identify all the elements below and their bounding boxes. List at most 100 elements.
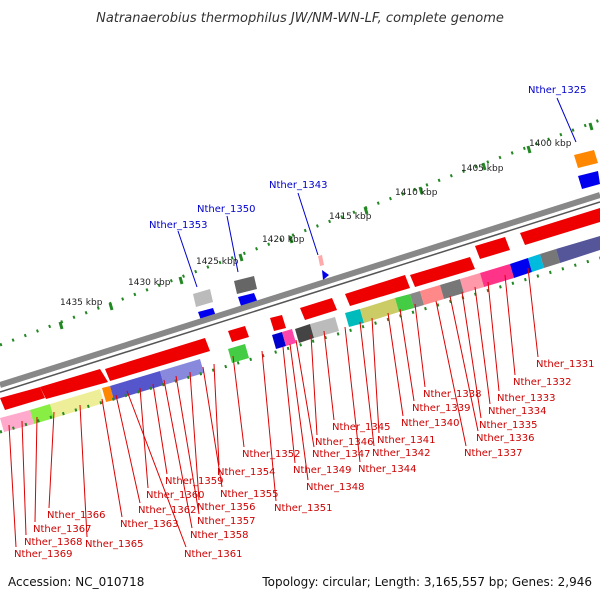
leader-nther-1361 — [126, 390, 187, 548]
leader-nther-1337 — [435, 300, 467, 447]
leader-nther-1354 — [213, 363, 220, 466]
gene-label-nther-1366: Nther_1366 — [47, 510, 105, 521]
leader-nther-1335 — [461, 291, 482, 419]
feature-small-pink — [318, 255, 324, 266]
feature-orange — [574, 150, 598, 168]
leader-nther-1368 — [21, 420, 27, 536]
feature-lightgray-nther-1353 — [193, 289, 213, 307]
gene-label-nther-1353: Nther_1353 — [149, 220, 207, 231]
leader-nther-1356 — [189, 371, 200, 501]
leader-nther-1342 — [359, 321, 375, 447]
gene-label-nther-1336: Nther_1336 — [476, 433, 534, 444]
gene-label-nther-1351: Nther_1351 — [274, 503, 332, 514]
leader-nther-1348 — [289, 343, 309, 481]
leader-nther-1360 — [139, 387, 149, 489]
kbp-label-1400: 1400 kbp — [529, 139, 572, 149]
feature-blue-nther-1343 — [322, 270, 329, 280]
kbp-label-1430: 1430 kbp — [128, 278, 171, 288]
feature-blue-nther-1325 — [578, 171, 600, 189]
leader-nther-1341 — [371, 317, 380, 434]
feature-gray-nther-1350 — [234, 276, 257, 294]
leader-nther-1367 — [34, 416, 38, 523]
leader-nther-1334 — [474, 286, 491, 405]
gene-label-nther-1348: Nther_1348 — [306, 482, 364, 493]
leader-nther-1344 — [344, 326, 361, 463]
gene-label-nther-1344: Nther_1344 — [358, 464, 416, 475]
outer-tick-marks — [58, 122, 594, 330]
inner-dotted-track — [0, 256, 600, 434]
kbp-label-1415: 1415 kbp — [329, 212, 372, 222]
genome-summary-text: Topology: circular; Length: 3,165,557 bp… — [261, 575, 592, 589]
mid-feature-band — [0, 236, 600, 432]
gene-label-nther-1367: Nther_1367 — [33, 524, 91, 535]
gene-label-nther-1342: Nther_1342 — [372, 448, 430, 459]
gene-label-nther-1352: Nther_1352 — [242, 449, 300, 460]
gene-label-nther-1346: Nther_1346 — [315, 437, 373, 448]
gene-label-nther-1331: Nther_1331 — [536, 359, 594, 370]
gene-label-nther-1368: Nther_1368 — [24, 537, 82, 548]
gene-label-nther-1335: Nther_1335 — [479, 420, 537, 431]
gene-label-nther-1350: Nther_1350 — [197, 204, 255, 215]
forward-strand-genes — [0, 208, 600, 410]
leader-nther-1345 — [323, 330, 335, 421]
leader-nther-1346 — [310, 334, 318, 436]
leader-nther-1369 — [8, 424, 17, 548]
gene-label-nther-1347: Nther_1347 — [312, 449, 370, 460]
kbp-label-1435: 1435 kbp — [60, 298, 103, 308]
leader-nther-1358 — [163, 379, 193, 529]
gene-label-nther-1325: Nther_1325 — [528, 85, 586, 96]
leader-nther-1359 — [152, 383, 168, 475]
leader-nther-1366 — [48, 411, 55, 509]
leader-nther-1331 — [527, 267, 539, 358]
gene-label-nther-1358: Nther_1358 — [190, 530, 248, 541]
top-leader-lines — [177, 97, 577, 288]
bottom-gene-labels: Nther_1331 Nther_1332 Nther_1333 Nther_1334… — [14, 359, 594, 560]
leader-nther-1355 — [202, 366, 223, 488]
gene-label-nther-1359: Nther_1359 — [165, 476, 223, 487]
leader-nther-1351 — [261, 350, 277, 502]
gene-label-nther-1357: Nther_1357 — [197, 516, 255, 527]
gene-label-nther-1362: Nther_1362 — [138, 505, 196, 516]
gene-label-nther-1355: Nther_1355 — [220, 489, 278, 500]
gene-label-nther-1349: Nther_1349 — [293, 465, 351, 476]
leader-nther-1332 — [504, 274, 516, 376]
leader-nther-1352 — [232, 355, 245, 448]
leader-nther-1363 — [101, 398, 123, 518]
gene-label-nther-1360: Nther_1360 — [146, 490, 204, 501]
leader-nther-1362 — [115, 394, 141, 504]
gene-label-nther-1343: Nther_1343 — [269, 180, 327, 191]
gene-label-nther-1337: Nther_1337 — [464, 448, 522, 459]
gene-label-nther-1365: Nther_1365 — [85, 539, 143, 550]
kbp-label-1420: 1420 kbp — [262, 235, 305, 245]
kbp-label-1410: 1410 kbp — [395, 188, 438, 198]
leader-nther-1365 — [79, 404, 88, 538]
accession-text: Accession: NC_010718 — [8, 575, 144, 589]
gene-label-nther-1341: Nther_1341 — [377, 435, 435, 446]
bottom-leader-lines — [8, 267, 539, 548]
leader-nther-1338 — [414, 303, 426, 388]
leader-nther-1340 — [387, 312, 404, 417]
leader-nther-1339 — [399, 308, 415, 402]
gene-label-nther-1340: Nther_1340 — [401, 418, 459, 429]
kbp-label-1425: 1425 kbp — [196, 257, 239, 267]
gene-label-nther-1356: Nther_1356 — [197, 502, 255, 513]
genome-backbone-inner — [0, 201, 600, 393]
gene-label-nther-1338: Nther_1338 — [423, 389, 481, 400]
genome-backbone — [0, 192, 600, 388]
gene-label-nther-1354: Nther_1354 — [217, 467, 275, 478]
gene-label-nther-1332: Nther_1332 — [513, 377, 571, 388]
gene-label-nther-1333: Nther_1333 — [497, 393, 555, 404]
map-title: Natranaerobius thermophilus JW/NM-WN-LF,… — [96, 11, 504, 26]
leader-nther-1349 — [282, 346, 296, 464]
gene-label-nther-1361: Nther_1361 — [184, 549, 242, 560]
gene-label-nther-1339: Nther_1339 — [412, 403, 470, 414]
gene-label-nther-1369: Nther_1369 — [14, 549, 72, 560]
leader-nther-1357 — [175, 375, 200, 515]
kbp-label-1405: 1405 kbp — [461, 164, 504, 174]
gene-label-nther-1363: Nther_1363 — [120, 519, 178, 530]
leader-nther-1336 — [449, 295, 479, 432]
gene-label-nther-1334: Nther_1334 — [488, 406, 546, 417]
leader-nther-1347 — [295, 339, 315, 448]
